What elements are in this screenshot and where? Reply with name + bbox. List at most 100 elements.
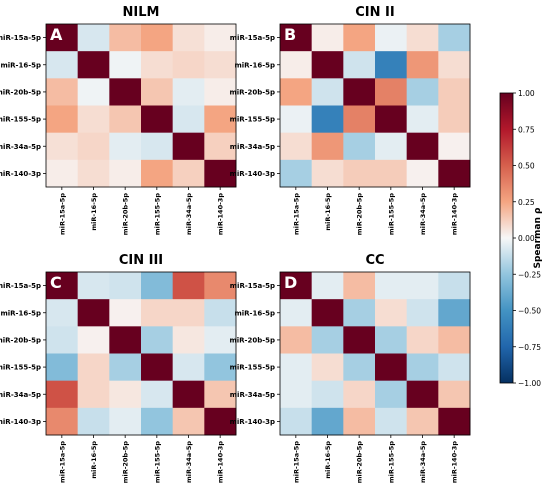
- heatmap-cell: [46, 353, 79, 382]
- y-tick-label: miR-20b-5p: [229, 88, 275, 96]
- heatmap-cell: [343, 51, 376, 79]
- y-tick-label: miR-16-5p: [0, 61, 41, 69]
- heatmap-cell: [343, 380, 376, 409]
- heatmap-cell: [172, 353, 205, 382]
- y-tick-label: miR-34a-5p: [0, 143, 41, 151]
- heatmap-cell: [109, 353, 142, 382]
- y-tick-label: miR-15a-5p: [230, 282, 275, 290]
- panel-letter: C: [50, 273, 62, 292]
- x-tick-label: miR-15a-5p: [292, 441, 300, 483]
- heatmap-cell: [141, 380, 174, 409]
- heatmap-cell: [280, 353, 313, 382]
- panel-frame: [279, 23, 471, 188]
- x-tick-label: miR-20b-5p: [122, 193, 130, 236]
- y-tick-label: miR-34a-5p: [230, 143, 275, 151]
- panel-title: NILM: [123, 5, 160, 20]
- heatmap-cell: [406, 326, 439, 354]
- x-tick-label: miR-155-5p: [153, 193, 161, 235]
- heatmap-cell: [280, 24, 313, 52]
- heatmap-cell: [77, 407, 110, 436]
- heatmap-cell: [438, 407, 471, 436]
- heatmap-cell: [77, 132, 110, 161]
- heatmap-cell: [141, 326, 174, 354]
- heatmap-cell: [311, 105, 344, 134]
- x-tick-label: miR-34a-5p: [419, 193, 427, 235]
- heatmap-cell: [46, 380, 79, 409]
- y-tick-label: miR-140-3p: [0, 418, 41, 426]
- heatmap-cell: [141, 353, 174, 382]
- heatmap-cell: [406, 105, 439, 134]
- x-tick-label: miR-34a-5p: [185, 441, 193, 483]
- heatmap-cell: [343, 326, 376, 354]
- heatmap-cell: [343, 132, 376, 161]
- x-tick-label: miR-140-3p: [451, 441, 459, 483]
- heatmap-cell: [311, 51, 344, 79]
- y-tick-label: miR-20b-5p: [0, 336, 41, 344]
- heatmap-cell: [438, 326, 471, 354]
- heatmap-cell: [204, 299, 237, 327]
- heatmap-cell: [109, 299, 142, 327]
- heatmap-cell: [438, 299, 471, 327]
- heatmap-cell: [172, 380, 205, 409]
- heatmap-cell: [311, 24, 344, 52]
- y-tick-label: miR-140-3p: [230, 170, 275, 178]
- heatmap-cell: [46, 299, 79, 327]
- heatmap-cell: [46, 24, 79, 52]
- heatmap-cell: [77, 299, 110, 327]
- heatmap-cell: [311, 272, 344, 300]
- colorbar-tick-label: 0.00: [518, 234, 535, 243]
- x-tick-label: miR-34a-5p: [185, 193, 193, 235]
- y-tick-label: miR-155-5p: [0, 364, 41, 372]
- heatmap-cell: [109, 407, 142, 436]
- heatmap-cell: [141, 51, 174, 79]
- heatmap-cell: [172, 51, 205, 79]
- heatmap-cell: [141, 132, 174, 161]
- heatmap-cell: [280, 51, 313, 79]
- colorbar-tick-label: 0.75: [518, 125, 535, 134]
- heatmap-cell: [280, 159, 313, 188]
- heatmap-cell: [141, 78, 174, 106]
- colorbar-tick-label: 0.25: [518, 198, 535, 207]
- heatmap-cell: [438, 380, 471, 409]
- heatmap-cell: [311, 159, 344, 188]
- heatmap-cell: [141, 272, 174, 300]
- heatmap-cell: [109, 24, 142, 52]
- panel-letter: B: [284, 25, 296, 44]
- heatmap-cell: [406, 299, 439, 327]
- heatmap-cell: [204, 78, 237, 106]
- heatmap-cell: [438, 105, 471, 134]
- heatmap-cell: [109, 105, 142, 134]
- panel-frame: [45, 23, 237, 188]
- y-tick-label: miR-155-5p: [0, 116, 41, 124]
- heatmap-cell: [375, 326, 408, 354]
- heatmap-cell: [141, 407, 174, 436]
- heatmap-cell: [375, 51, 408, 79]
- heatmap-cell: [109, 132, 142, 161]
- heatmap-cell: [172, 132, 205, 161]
- y-tick-label: miR-15a-5p: [230, 34, 275, 42]
- heatmap-cell: [141, 299, 174, 327]
- heatmap-cell: [311, 380, 344, 409]
- colorbar: 1.00 0.75 0.50 0.25 0.00 −0.25 −0.50 −0.75 −1.00…: [499, 89, 543, 388]
- heatmap-cell: [311, 132, 344, 161]
- heatmap-cell: [311, 299, 344, 327]
- colorbar-tick-label: −1.00: [518, 379, 541, 388]
- heatmap-cell: [280, 105, 313, 134]
- heatmap-cell: [343, 159, 376, 188]
- heatmap-cell: [438, 132, 471, 161]
- heatmap-cell: [204, 407, 237, 436]
- heatmap-cell: [204, 272, 237, 300]
- heatmap-cell: [343, 299, 376, 327]
- colorbar-gradient: [499, 92, 514, 384]
- y-tick-label: miR-34a-5p: [230, 391, 275, 399]
- heatmap-cell: [109, 380, 142, 409]
- colorbar-tick-label: −0.25: [518, 270, 541, 279]
- x-tick-label: miR-34a-5p: [419, 441, 427, 483]
- heatmap-cell: [204, 326, 237, 354]
- heatmap-cell: [109, 78, 142, 106]
- heatmap-cell: [141, 24, 174, 52]
- heatmap-cell: [438, 272, 471, 300]
- heatmap-cell: [204, 353, 237, 382]
- heatmap-cell: [77, 105, 110, 134]
